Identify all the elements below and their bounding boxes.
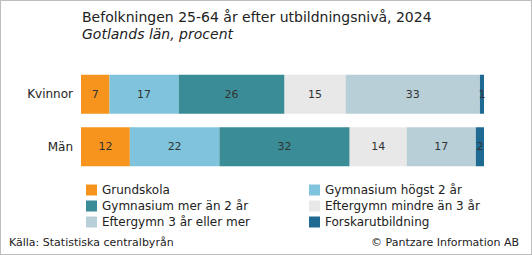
svg-text:Män: Män: [48, 140, 73, 154]
svg-text:12: 12: [98, 140, 112, 153]
svg-text:Eftergymn 3 år eller mer: Eftergymn 3 år eller mer: [102, 215, 250, 229]
svg-text:14: 14: [371, 140, 385, 153]
svg-text:17: 17: [434, 140, 448, 153]
svg-text:15: 15: [308, 88, 322, 101]
svg-text:22: 22: [168, 140, 182, 153]
svg-text:Källa: Statistiska centralbyrå: Källa: Statistiska centralbyrån: [9, 236, 174, 249]
svg-text:Kvinnor: Kvinnor: [27, 87, 73, 101]
svg-text:7: 7: [92, 88, 99, 101]
svg-text:32: 32: [278, 140, 292, 153]
svg-text:17: 17: [137, 88, 151, 101]
svg-text:Gymnasium högst 2 år: Gymnasium högst 2 år: [325, 183, 462, 197]
svg-text:Gotlands län, procent: Gotlands län, procent: [82, 26, 234, 42]
svg-text:2: 2: [476, 140, 483, 153]
svg-text:1: 1: [478, 88, 485, 101]
svg-text:Befolkningen 25-64 år efter ut: Befolkningen 25-64 år efter utbildningsn…: [82, 9, 432, 25]
svg-text:26: 26: [225, 88, 239, 101]
svg-text:33: 33: [406, 88, 420, 101]
svg-text:Eftergymn mindre än 3 år: Eftergymn mindre än 3 år: [325, 199, 480, 213]
svg-text:Forskarutbildning: Forskarutbildning: [325, 215, 429, 229]
svg-text:Gymnasium mer än 2 år: Gymnasium mer än 2 år: [102, 199, 248, 213]
svg-text:Grundskola: Grundskola: [102, 183, 170, 197]
svg-text:© Pantzare Information AB: © Pantzare Information AB: [371, 236, 519, 249]
